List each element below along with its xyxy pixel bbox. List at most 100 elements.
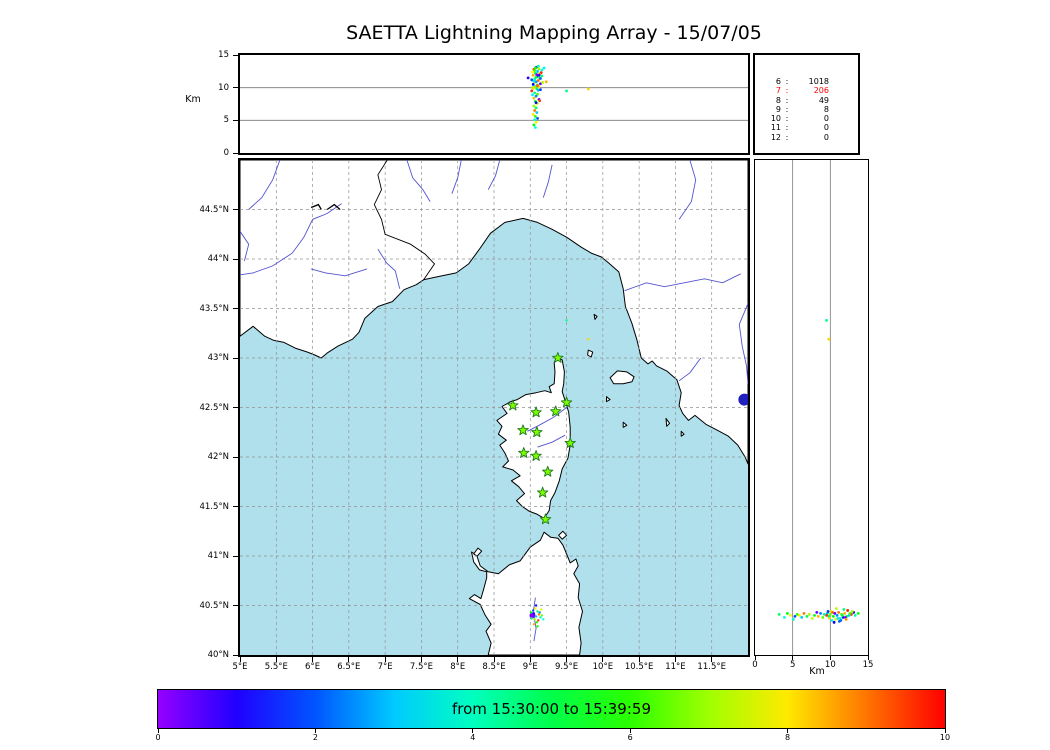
lightning-source bbox=[828, 616, 831, 620]
lightning-source bbox=[846, 609, 850, 612]
tick-mark bbox=[711, 657, 713, 662]
lightning-source bbox=[831, 611, 834, 614]
tick-mark bbox=[233, 308, 238, 309]
river bbox=[240, 231, 250, 262]
lightning-source bbox=[840, 614, 844, 617]
tick-mark bbox=[792, 656, 794, 660]
count-cell: 12 bbox=[770, 132, 781, 142]
lightning-source bbox=[534, 604, 538, 607]
lightning-source bbox=[810, 616, 814, 620]
count-cell: : bbox=[785, 104, 789, 114]
count-cell: 8 bbox=[775, 95, 781, 105]
count-cell: : bbox=[785, 86, 789, 96]
lightning-source bbox=[531, 86, 535, 90]
lightning-source bbox=[800, 615, 804, 619]
lightning-source bbox=[531, 73, 535, 77]
river bbox=[248, 160, 281, 210]
count-cell: 11 bbox=[770, 123, 781, 133]
lightning-source bbox=[544, 80, 548, 84]
lightning-source bbox=[793, 614, 797, 618]
lightning-source bbox=[805, 614, 809, 618]
source-count-rows: 6:1018 7:206 8:49 9:8 10:0 11:0 12:0 bbox=[755, 55, 858, 142]
lightning-source bbox=[537, 613, 541, 616]
latitude-tick-label: 42°N bbox=[207, 452, 229, 462]
lightning-source bbox=[531, 609, 535, 612]
lightning-source bbox=[531, 93, 534, 97]
tick-mark bbox=[602, 657, 604, 662]
landmass bbox=[473, 547, 483, 557]
lightning-source bbox=[834, 617, 838, 621]
landmass bbox=[665, 417, 671, 427]
lightning-source bbox=[587, 337, 590, 341]
lightning-source bbox=[536, 610, 539, 613]
lightning-source bbox=[802, 612, 806, 615]
altitude-vs-longitude-plot bbox=[240, 64, 748, 129]
lightning-source bbox=[842, 608, 846, 611]
count-cell: 0 bbox=[823, 123, 829, 133]
landmass bbox=[468, 531, 583, 655]
lightning-source bbox=[537, 67, 541, 71]
river bbox=[537, 434, 566, 448]
station-star bbox=[531, 426, 543, 438]
latitude-tick-label: 42.5°N bbox=[199, 402, 229, 413]
lightning-source bbox=[531, 113, 535, 116]
lightning-source bbox=[539, 608, 543, 611]
lightning-source bbox=[833, 612, 837, 615]
lightning-source bbox=[532, 123, 536, 127]
latitude-tick-label: 44.5°N bbox=[199, 204, 229, 215]
lightning-source bbox=[542, 66, 546, 70]
river bbox=[624, 273, 741, 292]
longitude-tick-label: 6.5°E bbox=[337, 662, 361, 672]
station-star bbox=[517, 424, 529, 436]
altitude-tick-label: 15 bbox=[218, 50, 229, 60]
tick-mark bbox=[566, 657, 568, 662]
lightning-source bbox=[542, 618, 545, 621]
lightning-source bbox=[531, 70, 534, 74]
lightning-source bbox=[540, 614, 544, 617]
longitude-tick-label: 10.5°E bbox=[624, 662, 654, 672]
count-cell: 0 bbox=[823, 114, 829, 124]
lightning-source bbox=[807, 613, 811, 616]
altitude-vs-latitude-panel bbox=[754, 159, 869, 656]
lightning-source bbox=[565, 89, 568, 93]
lightning-source bbox=[534, 101, 538, 105]
lightning-source bbox=[536, 64, 540, 68]
altitude-tick-label: 5 bbox=[223, 115, 229, 126]
lightning-source bbox=[798, 614, 801, 617]
right-panel-km-label: Km bbox=[809, 666, 825, 677]
river bbox=[406, 160, 431, 202]
river bbox=[487, 160, 501, 190]
tick-mark bbox=[944, 729, 946, 733]
tick-mark bbox=[867, 656, 869, 660]
river bbox=[678, 160, 697, 220]
lightning-source bbox=[586, 87, 590, 91]
river bbox=[738, 303, 748, 384]
lightning-source bbox=[825, 614, 828, 617]
lightning-source bbox=[792, 617, 795, 621]
station-star bbox=[560, 396, 573, 408]
lightning-source bbox=[533, 66, 537, 70]
lightning-source bbox=[834, 607, 838, 610]
lightning-source bbox=[819, 612, 822, 615]
tick-mark bbox=[312, 657, 314, 662]
top-panel-km-label: Km bbox=[185, 94, 201, 105]
river bbox=[310, 268, 368, 277]
tick-mark bbox=[384, 657, 386, 662]
figure-title: SAETTA Lightning Mapping Array - 15/07/0… bbox=[346, 22, 762, 44]
station-star bbox=[552, 352, 564, 363]
colorbar-label: from 15:30:00 to 15:39:59 bbox=[451, 700, 651, 718]
count-cell: : bbox=[785, 132, 789, 142]
river bbox=[542, 164, 553, 198]
count-cell: : bbox=[785, 123, 789, 133]
count-cell: 1018 bbox=[808, 77, 829, 86]
lightning-source bbox=[534, 615, 538, 618]
latitude-tick-label: 41.5°N bbox=[199, 501, 229, 512]
tick-mark bbox=[493, 657, 495, 662]
time-colorbar: from 15:30:00 to 15:39:59 bbox=[157, 689, 946, 729]
count-cell: 9 bbox=[775, 104, 781, 114]
lightning-source bbox=[533, 69, 537, 73]
longitude-tick-label: 8°E bbox=[450, 662, 466, 672]
lightning-source bbox=[535, 621, 539, 624]
longitude-tick-label: 11.5°E bbox=[697, 662, 726, 672]
colorbar-tick-label: 0 bbox=[155, 733, 161, 742]
